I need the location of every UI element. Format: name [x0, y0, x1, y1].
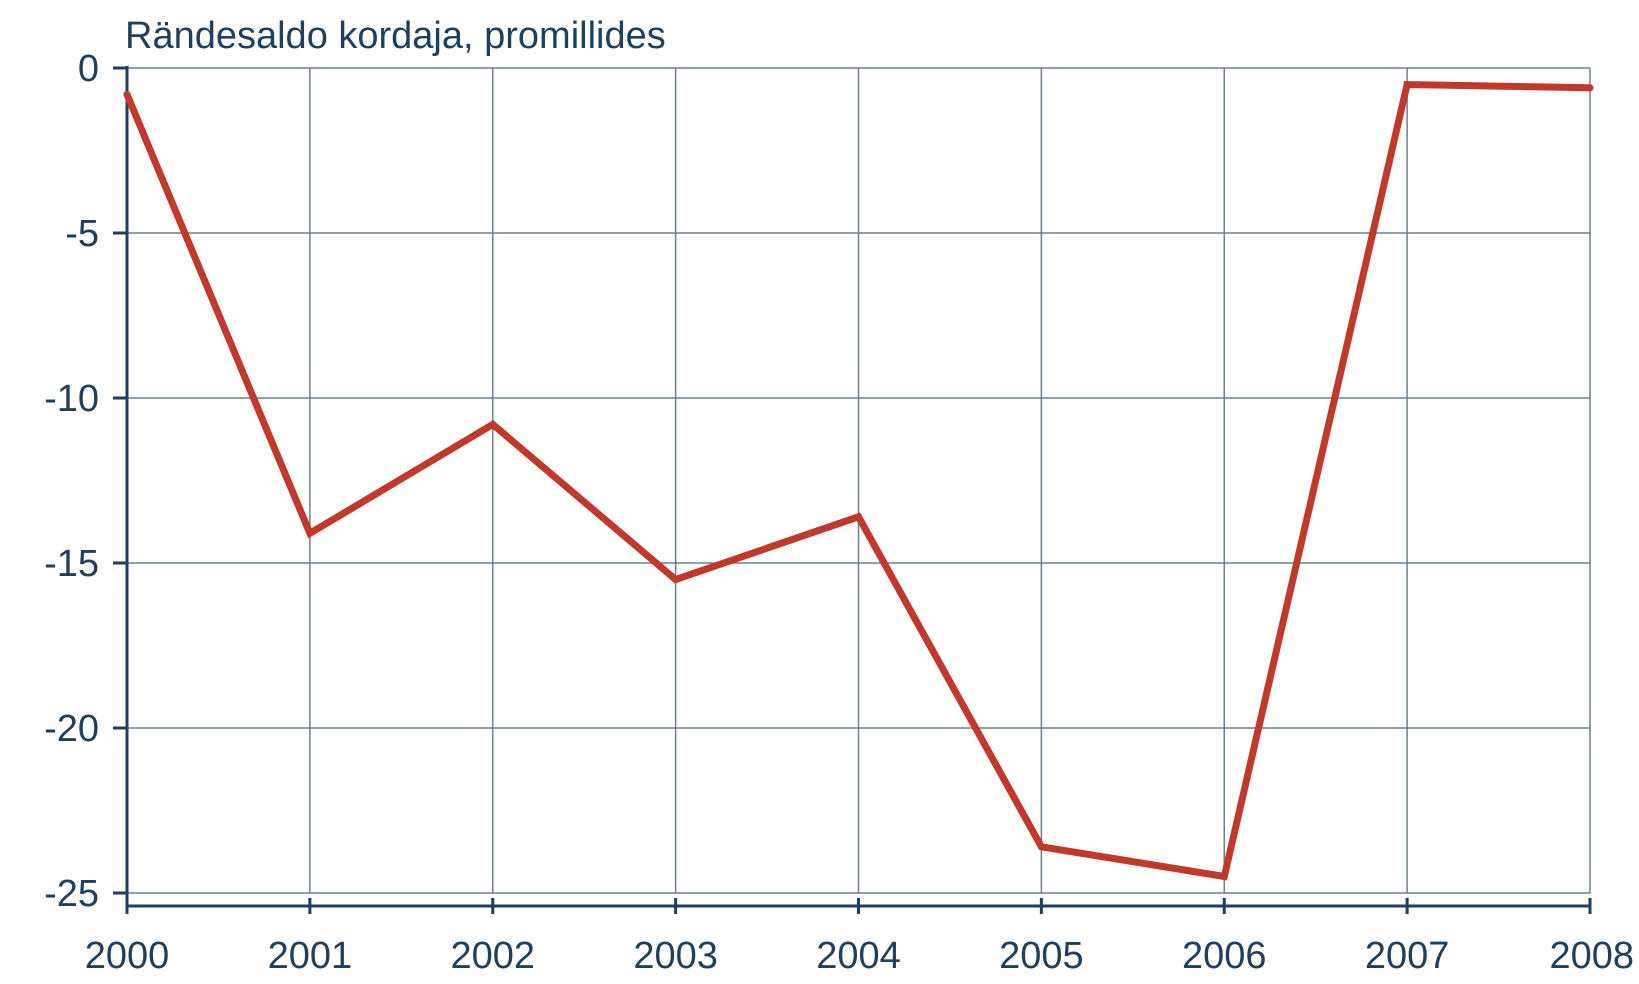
x-tick-label: 2007 [1365, 935, 1450, 977]
data-point [1220, 873, 1228, 880]
y-tick-labels: 0 -5 -10 -15 -20 -25 [44, 48, 99, 915]
chart-title: Rändesaldo kordaja, promillides [125, 15, 666, 57]
x-tick-label: 2008 [1549, 935, 1634, 977]
x-tick-label: 2001 [268, 935, 353, 977]
x-tick-label: 2000 [85, 935, 170, 977]
y-tick-label: -15 [44, 543, 99, 585]
data-point [1403, 81, 1411, 88]
y-tick-label: -20 [44, 708, 99, 750]
x-tick-labels: 2000 2001 2002 2003 2004 2005 2006 2007 2008 [85, 935, 1634, 977]
axes [113, 66, 1592, 914]
x-tick-label: 2004 [816, 935, 901, 977]
y-tick-label: 0 [78, 48, 99, 90]
grid-lines [126, 67, 1591, 894]
x-tick-label: 2002 [450, 935, 535, 977]
data-point [1586, 84, 1594, 92]
data-point [1037, 843, 1045, 851]
data-point [855, 513, 862, 521]
x-tick-label: 2003 [633, 935, 718, 977]
data-point [672, 576, 680, 583]
y-tick-label: -5 [65, 213, 99, 255]
x-tick-label: 2005 [999, 935, 1084, 977]
y-tick-label: -10 [44, 378, 99, 420]
y-tick-label: -25 [44, 873, 99, 915]
data-point [123, 90, 131, 98]
data-point [306, 529, 314, 537]
data-point [489, 420, 497, 428]
x-tick-label: 2006 [1182, 935, 1267, 977]
series-layer [123, 80, 1594, 881]
